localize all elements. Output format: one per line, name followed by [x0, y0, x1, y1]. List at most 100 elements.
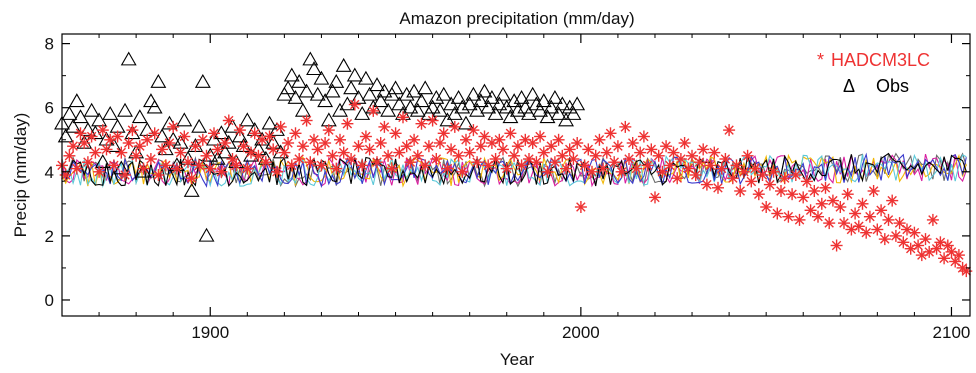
hadcm3lc-point — [267, 143, 280, 156]
obs-point — [532, 102, 549, 117]
hadcm3lc-point — [100, 143, 113, 156]
legend-hadcm3lc-label: HADCM3LC — [831, 50, 930, 70]
hadcm3lc-point — [144, 153, 157, 165]
hadcm3lc-point — [771, 207, 784, 220]
hadcm3lc-point — [556, 149, 569, 162]
hadcm3lc-point — [674, 153, 687, 165]
obs-point — [83, 102, 100, 117]
hadcm3lc-point — [493, 133, 506, 146]
hadcm3lc-point — [693, 156, 706, 169]
hadcm3lc-point — [293, 153, 306, 165]
x-tick-label: 2100 — [933, 323, 971, 342]
obs-point — [509, 102, 526, 117]
ensemble-line — [61, 152, 967, 188]
hadcm3lc-point — [926, 213, 939, 226]
obs-point — [317, 93, 334, 108]
obs-point — [309, 86, 326, 101]
hadcm3lc-point — [196, 133, 209, 146]
hadcm3lc-point — [289, 127, 302, 140]
hadcm3lc-point — [115, 146, 128, 159]
hadcm3lc-point — [70, 162, 83, 175]
hadcm3lc-point — [715, 162, 728, 175]
hadcm3lc-point — [797, 191, 810, 204]
hadcm3lc-point — [726, 172, 739, 185]
hadcm3lc-point — [741, 149, 754, 162]
hadcm3lc-point — [941, 239, 954, 252]
hadcm3lc-point — [371, 156, 383, 169]
hadcm3lc-point — [604, 127, 617, 140]
hadcm3lc-point — [419, 159, 432, 172]
hadcm3lc-point — [137, 162, 150, 175]
hadcm3lc-point — [511, 140, 524, 153]
hadcm3lc-point — [400, 140, 413, 153]
hadcm3lc-point — [504, 127, 517, 140]
hadcm3lc-point — [237, 140, 250, 153]
obs-point — [483, 89, 500, 104]
hadcm3lc-point — [582, 143, 595, 156]
obs-point — [491, 96, 508, 111]
obs-point — [146, 99, 163, 114]
hadcm3lc-point — [178, 130, 191, 143]
obs-point — [154, 128, 171, 143]
obs-point — [391, 96, 408, 111]
hadcm3lc-point — [441, 162, 454, 175]
hadcm3lc-point — [482, 159, 495, 172]
hadcm3lc-point — [330, 162, 343, 175]
hadcm3lc-point — [697, 143, 710, 156]
hadcm3lc-point — [356, 159, 369, 172]
hadcm3lc-point — [215, 165, 228, 178]
hadcm3lc-point — [819, 181, 832, 194]
hadcm3lc-point — [682, 162, 695, 175]
obs-point — [109, 118, 126, 133]
hadcm3lc-point — [156, 143, 169, 156]
hadcm3lc-point — [752, 188, 765, 201]
hadcm3lc-point — [586, 165, 598, 178]
hadcm3lc-point — [637, 130, 650, 143]
hadcm3lc-point — [337, 146, 350, 159]
obs-point — [454, 99, 471, 114]
axes: 0 2 4 6 8 1900 2000 2100 — [45, 34, 971, 342]
obs-point — [283, 67, 300, 82]
obs-point — [361, 86, 378, 101]
hadcm3lc-point — [830, 239, 843, 252]
hadcm3lc-point — [875, 204, 888, 217]
hadcm3lc-point — [756, 169, 769, 181]
hadcm3lc-point — [89, 146, 102, 159]
hadcm3lc-point — [849, 207, 862, 220]
hadcm3lc-point — [667, 146, 680, 159]
hadcm3lc-point — [434, 137, 446, 149]
hadcm3lc-point — [208, 127, 220, 140]
hadcm3lc-point — [311, 143, 324, 156]
obs-point — [369, 77, 385, 92]
hadcm3lc-point — [426, 114, 439, 127]
hadcm3lc-point — [545, 140, 558, 153]
hadcm3lc-point — [534, 130, 547, 143]
hadcm3lc-point — [860, 226, 873, 239]
hadcm3lc-point — [600, 146, 613, 159]
x-tick-label: 2000 — [562, 323, 600, 342]
hadcm3lc-point — [382, 149, 395, 162]
obs-point — [102, 106, 119, 120]
hadcm3lc-point — [345, 153, 358, 165]
hadcm3lc-point — [437, 127, 450, 140]
hadcm3lc-point — [352, 140, 365, 153]
hadcm3lc-point — [897, 236, 910, 249]
hadcm3lc-point — [422, 140, 435, 153]
hadcm3lc-point — [315, 159, 328, 172]
y-tick-label: 2 — [45, 227, 54, 246]
hadcm3lc-point — [174, 146, 187, 159]
obs-point — [113, 160, 130, 175]
obs-point — [194, 73, 211, 88]
hadcm3lc-point — [867, 185, 880, 197]
hadcm3lc-point — [634, 146, 647, 159]
y-tick-label: 6 — [45, 99, 54, 118]
hadcm3lc-point — [826, 194, 839, 207]
obs-point — [183, 182, 200, 197]
hadcm3lc-point — [319, 137, 332, 149]
hadcm3lc-point — [274, 120, 287, 133]
hadcm3lc-point — [530, 156, 543, 169]
hadcm3lc-point — [67, 140, 80, 153]
hadcm3lc-point — [938, 252, 951, 265]
hadcm3lc-point — [497, 143, 509, 156]
hadcm3lc-point — [671, 172, 684, 185]
